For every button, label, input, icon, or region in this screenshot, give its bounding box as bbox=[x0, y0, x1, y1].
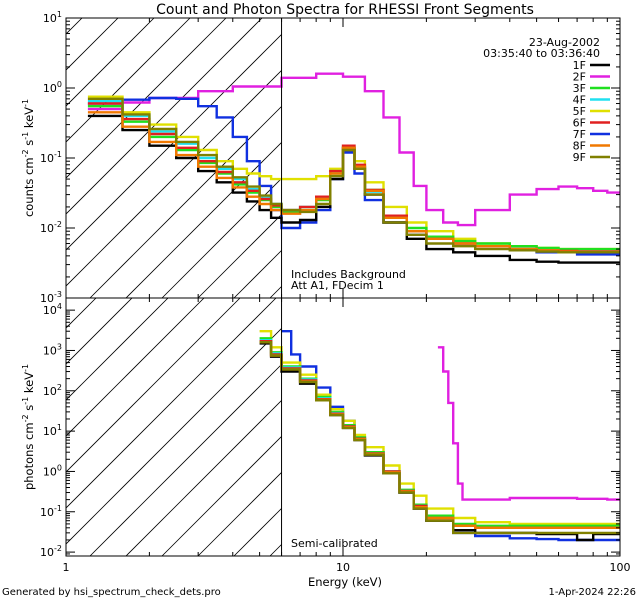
legend-label-8F: 8F bbox=[573, 140, 586, 153]
legend-label-6F: 6F bbox=[573, 117, 586, 130]
hatch-line bbox=[66, 298, 241, 473]
hatch-line bbox=[66, 298, 133, 365]
x-tick-label: 100 bbox=[610, 561, 631, 574]
y-tick-label: 10-1 bbox=[40, 150, 62, 165]
y-tick-label: 101 bbox=[43, 423, 62, 438]
counts-panel: 10-3 10-2 10-1 100 101 23-Aug-2002 03:35:40 … bbox=[21, 10, 621, 305]
legend-label-2F: 2F bbox=[573, 71, 586, 84]
hatch-mask bbox=[281, 18, 620, 298]
y-tick-label: 104 bbox=[43, 302, 62, 317]
legend-label-1F: 1F bbox=[573, 59, 586, 72]
y-tick-label: 10-3 bbox=[40, 290, 62, 305]
legend-label-4F: 4F bbox=[573, 94, 586, 107]
hatch-line bbox=[66, 298, 97, 329]
ylabel-part: s bbox=[22, 405, 36, 415]
hatch-line bbox=[66, 298, 205, 437]
date-label: 23-Aug-2002 bbox=[529, 36, 600, 49]
ylabel-exp: -1 bbox=[21, 397, 30, 405]
photons-y-ticks: 10-2 10-1 100 101 102 103 104 bbox=[40, 297, 620, 559]
x-tick-label: 1 bbox=[63, 561, 70, 574]
series-counts-2F bbox=[87, 72, 620, 227]
y-tick-label: 100 bbox=[43, 463, 62, 478]
annotation-background: Includes Background bbox=[291, 268, 406, 281]
ylabel-part: photons cm bbox=[22, 422, 36, 490]
hatch-line bbox=[66, 18, 119, 71]
series-counts-9F bbox=[87, 97, 620, 254]
hatch-line bbox=[66, 298, 277, 509]
legend-label-9F: 9F bbox=[573, 151, 586, 164]
hatch-line bbox=[66, 18, 227, 179]
ylabel-part: counts cm bbox=[22, 157, 36, 217]
ylabel-exp: -2 bbox=[21, 414, 30, 422]
legend-label-7F: 7F bbox=[573, 128, 586, 141]
y-tick-label: 10-1 bbox=[40, 504, 62, 519]
hatch-line bbox=[66, 18, 83, 35]
ylabel-part: s bbox=[22, 140, 36, 150]
footer-generated-by: Generated by hsi_spectrum_check_dets.pro bbox=[2, 587, 221, 598]
x-axis-label: Energy (keV) bbox=[308, 575, 382, 589]
annotation-semi-calibrated: Semi-calibrated bbox=[291, 537, 378, 550]
hatch-line bbox=[66, 18, 191, 143]
legend-label-3F: 3F bbox=[573, 82, 586, 95]
attenuator-hatch-bottom bbox=[66, 298, 620, 556]
hatch-line bbox=[66, 18, 263, 215]
legend-label-5F: 5F bbox=[573, 105, 586, 118]
hatch-mask bbox=[281, 298, 620, 556]
series-photons-9F bbox=[259, 341, 620, 535]
hatch-line bbox=[66, 298, 169, 401]
hatch-line bbox=[66, 18, 299, 251]
counts-x-ticks bbox=[65, 18, 621, 298]
ylabel-exp: -1 bbox=[21, 99, 30, 107]
counts-series-group bbox=[87, 72, 620, 264]
ylabel-exp: -2 bbox=[21, 149, 30, 157]
hatch-line bbox=[66, 18, 155, 107]
y-tick-label: 10-2 bbox=[40, 544, 62, 559]
annotation-attenuator: Att A1, FDecim 1 bbox=[291, 279, 384, 292]
photons-panel: 10-2 10-1 100 101 102 103 104 1 10 100 Semi-cali… bbox=[21, 297, 631, 574]
ylabel-exp: -1 bbox=[21, 364, 30, 372]
y-tick-label: 10-2 bbox=[40, 220, 62, 235]
y-tick-label: 100 bbox=[43, 80, 62, 95]
time-range-label: 03:35:40 to 03:36:40 bbox=[483, 47, 600, 60]
counts-y-ticks: 10-3 10-2 10-1 100 101 bbox=[40, 10, 620, 305]
ylabel-part: keV bbox=[22, 107, 36, 132]
footer-timestamp: 1-Apr-2024 22:26 bbox=[549, 587, 636, 598]
x-tick-label: 10 bbox=[336, 561, 350, 574]
series-photons-2F bbox=[437, 346, 620, 501]
y-tick-label: 102 bbox=[43, 383, 62, 398]
counts-y-axis-label: counts cm-2 s-1 keV-1 bbox=[21, 99, 36, 217]
y-tick-label: 103 bbox=[43, 342, 62, 357]
ylabel-exp: -1 bbox=[21, 132, 30, 140]
y-tick-label: 101 bbox=[43, 10, 62, 25]
photons-x-ticks: 1 10 100 bbox=[63, 298, 631, 574]
photons-series-group bbox=[259, 330, 620, 542]
ylabel-part: keV bbox=[22, 372, 36, 397]
chart-title: Count and Photon Spectra for RHESSI Fron… bbox=[156, 2, 534, 18]
photons-y-axis-label: photons cm-2 s-1 keV-1 bbox=[21, 364, 36, 490]
